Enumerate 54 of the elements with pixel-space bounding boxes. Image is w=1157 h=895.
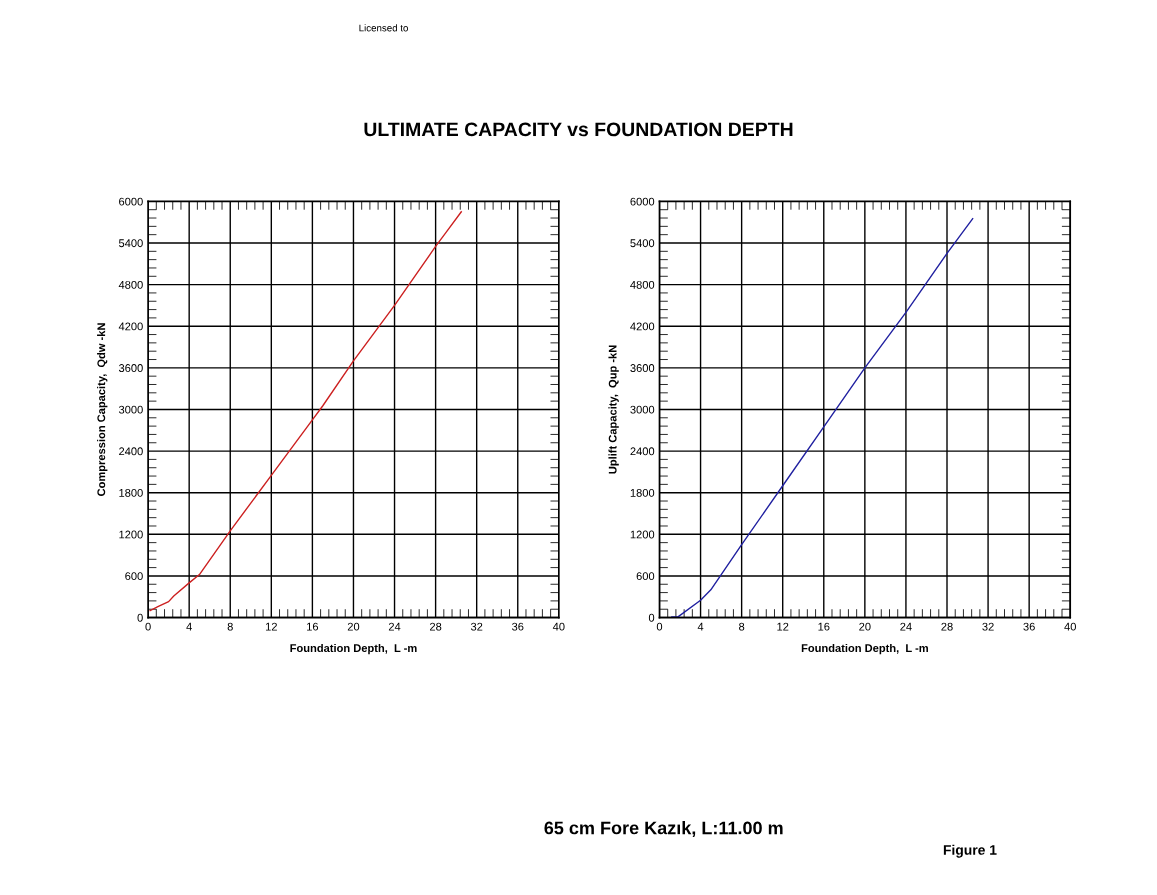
- y-tick-label: 3600: [630, 364, 655, 372]
- y-tick-label: 3000: [630, 405, 655, 414]
- y-tick-label: 600: [125, 572, 143, 581]
- x-tick-label: 16: [818, 622, 830, 631]
- line-series: [149, 211, 462, 612]
- x-tick-label: 16: [307, 622, 319, 631]
- y-tick-label: 600: [636, 572, 655, 581]
- x-tick-label: 40: [1064, 622, 1076, 631]
- x-tick-label: 20: [347, 622, 360, 631]
- text: 65 cm Fore Kazık, L:11.00 m: [544, 821, 783, 837]
- x-tick-label: 32: [982, 622, 994, 631]
- x-tick-label: 36: [512, 622, 524, 631]
- x-tick-label: 0: [145, 622, 151, 631]
- y-tick-label: 5400: [630, 239, 655, 248]
- text: Licensed to: [359, 24, 408, 32]
- caption: Figure 1: [943, 844, 997, 858]
- x-tick-label: 12: [265, 622, 277, 631]
- x-tick-label: 28: [941, 622, 953, 631]
- y-tick-label: 0: [137, 613, 143, 622]
- y-tick-label: 3000: [118, 405, 143, 414]
- y-tick-label: 0: [648, 613, 655, 622]
- y-tick-label: 1200: [119, 530, 143, 539]
- chart-title: ULTIMATE CAPACITY vs FOUNDATION DEPTH: [364, 122, 793, 137]
- y-tick-label: 1800: [630, 488, 655, 497]
- x-tick-label: 8: [739, 622, 745, 631]
- y-tick-label: 2400: [630, 447, 655, 456]
- x-tick-label: 40: [552, 622, 565, 631]
- y-tick-label: 1200: [630, 530, 655, 539]
- y-tick-label: 5400: [118, 239, 143, 248]
- y-tick-label: 4800: [630, 280, 655, 289]
- y-axis-title: Uplift Capacity, Qup -kN: [608, 345, 619, 474]
- x-tick-label: 24: [388, 622, 401, 631]
- y-tick-label: 2400: [119, 447, 143, 456]
- x-tick-label: 8: [227, 622, 233, 631]
- x-tick-label: 4: [697, 622, 704, 631]
- x-tick-label: 0: [656, 622, 663, 631]
- y-tick-label: 6000: [119, 197, 143, 206]
- x-tick-label: 32: [470, 622, 483, 631]
- x-tick-label: 28: [429, 622, 442, 631]
- y-tick-label: 4200: [118, 322, 143, 331]
- x-tick-label: 20: [859, 622, 871, 631]
- y-axis-title: Compression Capacity, Qdw -kN: [97, 323, 108, 496]
- y-tick-label: 4800: [118, 280, 143, 289]
- y-tick-label: 6000: [630, 197, 655, 206]
- x-axis-title: Foundation Depth, L -m: [290, 643, 417, 655]
- y-tick-label: 1800: [119, 488, 143, 497]
- x-tick-label: 24: [900, 622, 912, 631]
- x-tick-label: 36: [1023, 622, 1035, 631]
- y-tick-label: 3600: [118, 364, 143, 372]
- x-axis-title: Foundation Depth, L -m: [801, 643, 928, 655]
- x-tick-label: 12: [777, 622, 789, 631]
- line-series: [671, 218, 974, 618]
- x-tick-label: 4: [186, 622, 192, 631]
- y-tick-label: 4200: [630, 322, 655, 331]
